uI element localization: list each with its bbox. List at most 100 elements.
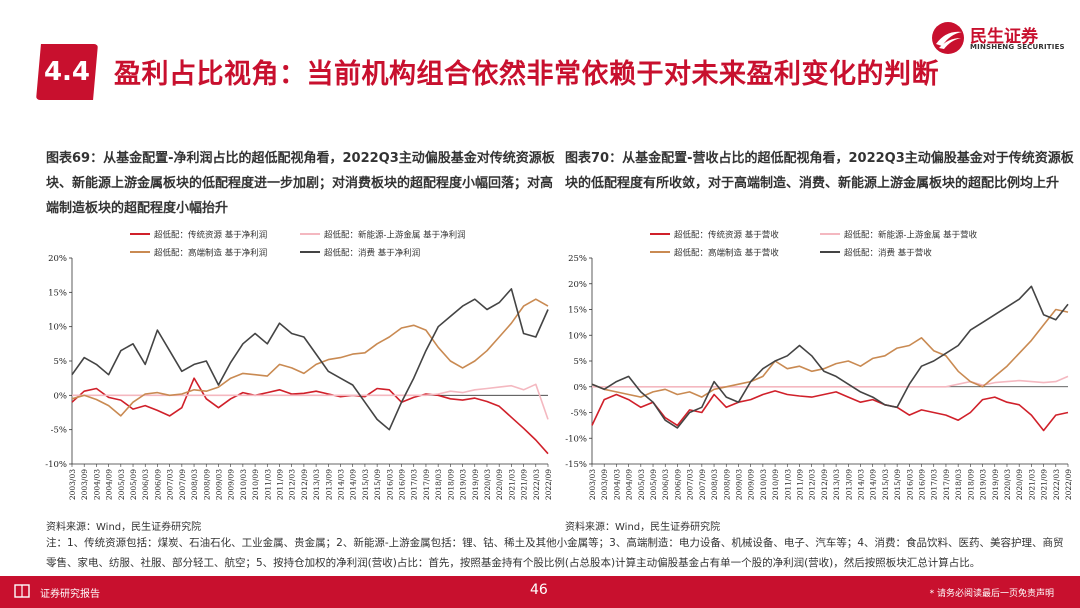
- brand-logo-subtitle: MINSHENG SECURITIES: [970, 43, 1065, 51]
- x-tick-label: 2014/03: [857, 469, 866, 500]
- x-tick-label: 2004/03: [92, 469, 101, 500]
- x-tick-label: 2011/03: [783, 469, 792, 500]
- y-tick-label: 25%: [568, 254, 587, 264]
- legend-entry: 超低配：新能源-上游金属 基于营收: [844, 230, 978, 241]
- brand-logo: 民生证券 MINSHENG SECURITIES: [930, 20, 1070, 58]
- x-tick-label: 2013/03: [312, 469, 321, 500]
- x-tick-label: 2022/03: [1052, 469, 1061, 500]
- x-tick-label: 2014/03: [337, 469, 346, 500]
- figure-69-title: 图表69：从基金配置-净利润占比的超低配视角看，2022Q3主动偏股基金对传统资…: [46, 151, 555, 216]
- y-tick-label: 10%: [48, 323, 67, 333]
- x-tick-label: 2021/03: [1027, 469, 1036, 500]
- x-tick-label: 2003/03: [588, 469, 597, 500]
- x-tick-label: 2019/03: [979, 469, 988, 500]
- y-tick-label: 0%: [54, 391, 68, 401]
- x-tick-label: 2008/03: [710, 469, 719, 500]
- x-tick-label: 2006/09: [153, 469, 162, 500]
- y-tick-label: 0%: [574, 383, 588, 393]
- figure-69-source: 资料来源：Wind，民生证券研究院: [46, 522, 202, 533]
- x-tick-label: 2008/09: [722, 469, 731, 500]
- x-tick-label: 2022/03: [532, 469, 541, 500]
- x-tick-label: 2005/09: [129, 469, 138, 500]
- x-tick-label: 2008/03: [190, 469, 199, 500]
- x-tick-label: 2006/03: [661, 469, 670, 500]
- series-line-3: [71, 298, 549, 417]
- x-tick-label: 2006/09: [673, 469, 682, 500]
- x-tick-label: 2015/09: [373, 469, 382, 500]
- x-tick-label: 2003/09: [80, 469, 89, 500]
- x-tick-label: 2012/03: [808, 469, 817, 500]
- x-tick-label: 2021/09: [520, 469, 529, 500]
- x-tick-label: 2010/09: [771, 469, 780, 500]
- legend-entry: 超低配：消费 基于净利润: [324, 248, 420, 259]
- x-tick-label: 2007/03: [686, 469, 695, 500]
- x-tick-label: 2020/03: [483, 469, 492, 500]
- x-tick-label: 2004/09: [625, 469, 634, 500]
- figure-70-title: 图表70：从基金配置-营收占比的超低配视角看，2022Q3主动偏股基金对于传统资…: [565, 151, 1074, 191]
- x-tick-label: 2012/09: [300, 469, 309, 500]
- footnote: 注：1、传统资源包括：煤炭、石油石化、工业金属、贵金属；2、新能源-上游金属包括…: [46, 537, 1064, 569]
- y-tick-label: 20%: [568, 280, 587, 290]
- section-number-badge: 4.4: [36, 44, 98, 100]
- series-line-1: [591, 390, 1069, 432]
- page-footer: 证券研究报告 46 * 请务必阅读最后一页免责声明: [0, 576, 1080, 608]
- x-tick-label: 2018/09: [966, 469, 975, 500]
- x-tick-label: 2014/09: [869, 469, 878, 500]
- y-tick-label: -5%: [571, 409, 587, 419]
- y-tick-label: -15%: [565, 460, 587, 470]
- x-tick-label: 2007/09: [698, 469, 707, 500]
- x-tick-label: 2016/03: [905, 469, 914, 500]
- y-tick-label: 5%: [54, 357, 68, 367]
- x-tick-label: 2018/03: [954, 469, 963, 500]
- series-line-4: [591, 285, 1069, 429]
- x-tick-label: 2013/09: [844, 469, 853, 500]
- brand-logo-icon: [932, 22, 964, 54]
- x-tick-label: 2019/03: [459, 469, 468, 500]
- x-tick-label: 2006/03: [141, 469, 150, 500]
- x-tick-label: 2013/03: [832, 469, 841, 500]
- x-tick-label: 2022/09: [544, 469, 553, 500]
- x-tick-label: 2011/09: [795, 469, 804, 500]
- x-tick-label: 2008/09: [202, 469, 211, 500]
- x-tick-label: 2015/03: [881, 469, 890, 500]
- legend-entry: 超低配：传统资源 基于净利润: [154, 230, 267, 241]
- x-tick-label: 2010/03: [239, 469, 248, 500]
- brand-logo-name: 民生证券: [970, 27, 1038, 47]
- x-tick-label: 2007/09: [178, 469, 187, 500]
- x-tick-label: 2021/09: [1040, 469, 1049, 500]
- chart-net-profit-weighting: 超低配：传统资源 基于净利润 超低配：新能源-上游金属 基于净利润超低配：高端制造…: [45, 230, 553, 501]
- x-tick-label: 2015/03: [361, 469, 370, 500]
- x-tick-label: 2018/03: [434, 469, 443, 500]
- y-tick-label: 15%: [48, 288, 67, 298]
- x-tick-label: 2013/09: [324, 469, 333, 500]
- y-tick-label: 10%: [568, 331, 587, 341]
- x-tick-label: 2019/09: [471, 469, 480, 500]
- x-tick-label: 2012/03: [288, 469, 297, 500]
- x-tick-label: 2009/09: [227, 469, 236, 500]
- page-number: 46: [530, 582, 548, 598]
- legend-entry: 超低配：高端制造 基于营收: [674, 248, 779, 259]
- x-tick-label: 2009/09: [747, 469, 756, 500]
- x-tick-label: 2004/03: [612, 469, 621, 500]
- x-tick-label: 2016/09: [918, 469, 927, 500]
- figure-70-source: 资料来源：Wind，民生证券研究院: [565, 522, 721, 533]
- y-tick-label: 20%: [48, 254, 67, 264]
- series-line-2: [72, 383, 549, 420]
- x-tick-label: 2019/09: [991, 469, 1000, 500]
- x-tick-label: 2020/09: [1015, 469, 1024, 500]
- x-tick-label: 2012/09: [820, 469, 829, 500]
- x-tick-label: 2017/09: [422, 469, 431, 500]
- x-tick-label: 2005/03: [637, 469, 646, 500]
- x-tick-label: 2021/03: [507, 469, 516, 500]
- x-tick-label: 2020/03: [1003, 469, 1012, 500]
- series-line-1: [71, 377, 549, 455]
- x-tick-label: 2011/03: [263, 469, 272, 500]
- y-tick-label: -10%: [45, 460, 67, 470]
- footer-label: 证券研究报告: [40, 589, 100, 600]
- x-tick-label: 2011/09: [275, 469, 284, 500]
- y-tick-label: -10%: [565, 434, 587, 444]
- x-tick-label: 2003/09: [600, 469, 609, 500]
- x-tick-label: 2014/09: [349, 469, 358, 500]
- legend-entry: 超低配：高端制造 基于净利润: [154, 248, 267, 259]
